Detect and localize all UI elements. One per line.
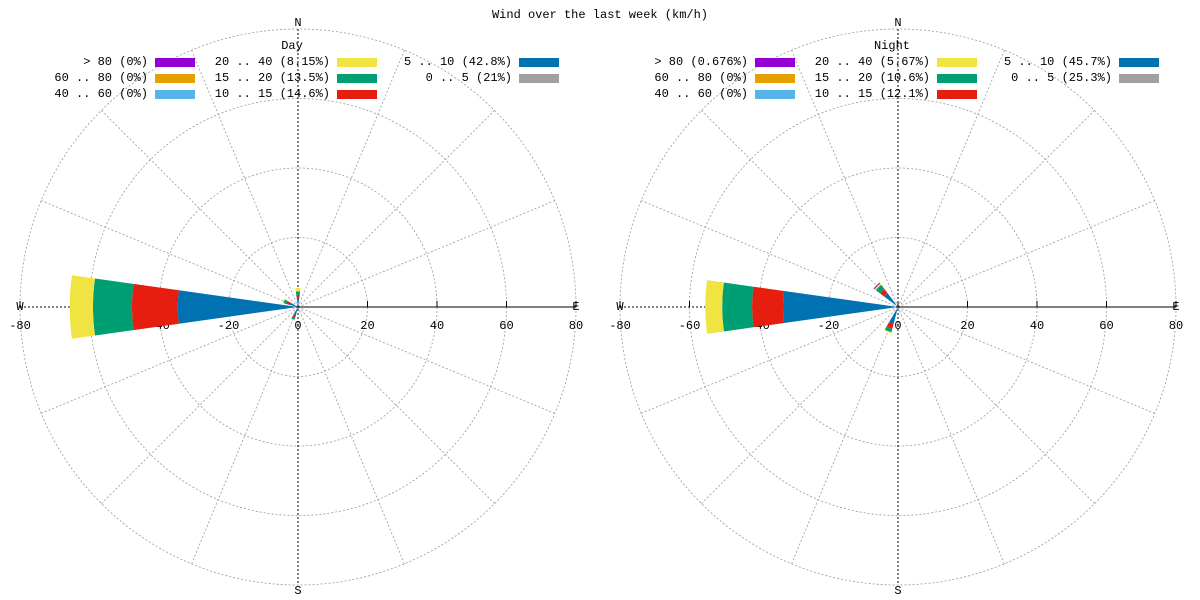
x-tick-label: -20 (218, 319, 240, 333)
sector-segment (289, 302, 297, 307)
compass-label: N (894, 16, 901, 30)
legend-swatch (937, 74, 977, 83)
sector-segment (296, 298, 300, 306)
sector-segment (292, 314, 296, 319)
legend-swatch (519, 74, 559, 83)
sector-segment (282, 298, 286, 304)
legend-swatch (337, 90, 377, 99)
legend-label: 15 .. 20 (13.5%) (215, 71, 330, 85)
x-tick-label: -80 (609, 319, 631, 333)
legend-swatch (1119, 58, 1159, 67)
legend-swatch (337, 74, 377, 83)
sector-segment (296, 294, 300, 299)
legend-label: 20 .. 40 (5.67%) (815, 55, 930, 69)
legend-label: 60 .. 80 (0%) (54, 71, 148, 85)
sector-segment (752, 286, 785, 328)
legend-swatch (937, 90, 977, 99)
sector-segment (177, 290, 298, 324)
sector-segment (291, 316, 296, 320)
compass-label: W (616, 300, 624, 314)
legend-label: 15 .. 20 (10.6%) (815, 71, 930, 85)
sector-segment (782, 290, 898, 324)
legend-swatch (937, 58, 977, 67)
sector-segment (295, 291, 301, 295)
legend-label: > 80 (0%) (83, 55, 148, 69)
sector-segment (297, 307, 298, 309)
chart-subtitle: Night (874, 39, 910, 53)
sector-segment (884, 293, 896, 305)
legend-label: 0 .. 5 (25.3%) (1011, 71, 1112, 85)
sector-segment (879, 288, 888, 297)
legend-label: 20 .. 40 (8.15%) (215, 55, 330, 69)
sector-segment (873, 282, 881, 290)
legend-label: > 80 (0.676%) (654, 55, 748, 69)
compass-label: N (294, 16, 301, 30)
legend-label: 60 .. 80 (0%) (654, 71, 748, 85)
x-tick-label: 20 (960, 319, 974, 333)
sector-segment (131, 283, 179, 331)
x-tick-label: -80 (9, 319, 31, 333)
legend-label: 40 .. 60 (0%) (54, 87, 148, 101)
x-tick-label: 60 (1099, 319, 1113, 333)
x-tick-label: 40 (1030, 319, 1044, 333)
legend-swatch (755, 90, 795, 99)
sector-segment (895, 304, 898, 307)
chart-subtitle: Day (281, 39, 303, 53)
legend-label: 10 .. 15 (12.1%) (815, 87, 930, 101)
sector-segment (286, 300, 291, 305)
compass-label: E (572, 300, 579, 314)
sector-segment (705, 280, 724, 334)
compass-label: S (894, 584, 901, 598)
legend-swatch (155, 58, 195, 67)
legend-swatch (155, 74, 195, 83)
sector-segment (283, 299, 288, 304)
x-tick-label: 60 (499, 319, 513, 333)
sector-segment (884, 326, 893, 333)
sector-segment (896, 307, 898, 311)
x-tick-label: 80 (569, 319, 583, 333)
sector-segment (722, 282, 754, 332)
x-tick-label: 40 (430, 319, 444, 333)
compass-label: E (1172, 300, 1179, 314)
sector-segment (875, 284, 885, 294)
sector-segment (295, 287, 301, 292)
sector-segment (889, 309, 898, 324)
sector-segment (874, 283, 882, 291)
legend-label: 5 .. 10 (45.7%) (1004, 55, 1112, 69)
sector-segment (293, 308, 298, 316)
sector-segment (296, 306, 298, 307)
legend-label: 10 .. 15 (14.6%) (215, 87, 330, 101)
legend-label: 5 .. 10 (42.8%) (404, 55, 512, 69)
legend-label: 40 .. 60 (0%) (654, 87, 748, 101)
x-tick-label: 0 (294, 319, 301, 333)
sector-segment (290, 318, 295, 321)
legend-swatch (1119, 74, 1159, 83)
legend-swatch (755, 58, 795, 67)
x-tick-label: -20 (818, 319, 840, 333)
legend-swatch (519, 58, 559, 67)
legend-label: 0 .. 5 (21%) (426, 71, 512, 85)
sector-segment (886, 321, 894, 329)
compass-label: W (16, 300, 24, 314)
x-tick-label: 20 (360, 319, 374, 333)
sector-segment (92, 278, 134, 336)
page-title: Wind over the last week (km/h) (492, 8, 708, 22)
x-tick-label: 80 (1169, 319, 1183, 333)
sector-segment (884, 329, 892, 334)
compass-label: S (294, 584, 301, 598)
legend-swatch (155, 90, 195, 99)
legend-swatch (337, 58, 377, 67)
sector-segment (69, 275, 95, 339)
x-tick-label: -60 (679, 319, 701, 333)
x-tick-label: 0 (894, 319, 901, 333)
legend-swatch (755, 74, 795, 83)
